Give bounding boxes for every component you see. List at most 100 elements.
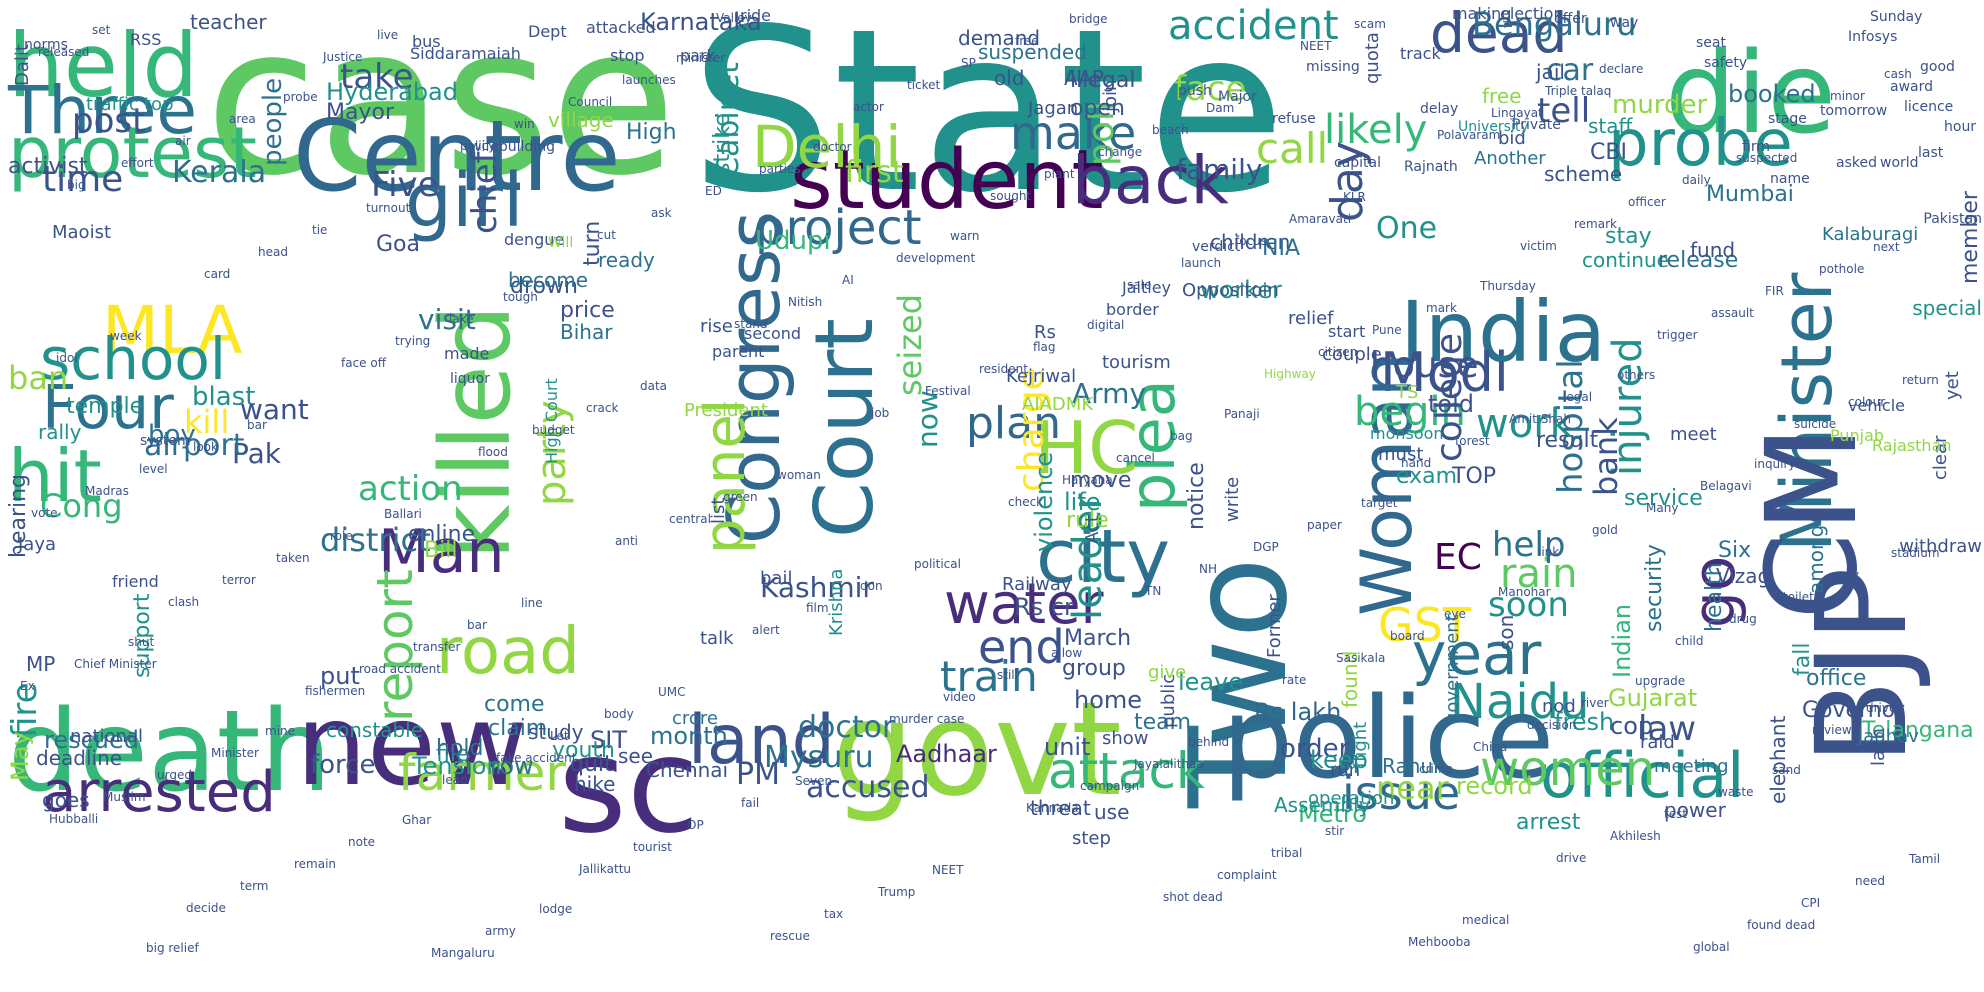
cloud-word-doctor: doctor <box>798 710 895 745</box>
cloud-word-rahul: Rahul <box>1382 754 1439 778</box>
cloud-word-attacked: attacked <box>586 18 656 37</box>
cloud-word-alert: alert <box>752 623 780 637</box>
cloud-word-shut: shut <box>128 635 155 649</box>
cloud-word-urged: urged <box>157 768 192 782</box>
cloud-word-akhilesh: Akhilesh <box>1610 829 1661 843</box>
cloud-word-withdraw: withdraw <box>1899 536 1982 557</box>
cloud-word-cop: cop <box>1610 712 1654 740</box>
cloud-word-festival: Festival <box>925 384 971 398</box>
cloud-word-activist: activist <box>8 154 88 179</box>
cloud-word-shot-dead: shot dead <box>1163 890 1223 904</box>
cloud-word-bridge: bridge <box>1069 12 1108 26</box>
cloud-word-launch: launch <box>1181 256 1222 270</box>
cloud-word-parent: parent <box>712 342 765 361</box>
cloud-word-paper: paper <box>1307 518 1342 532</box>
cloud-word-minor: minor <box>1830 89 1865 103</box>
cloud-word-mine: mine <box>265 724 296 738</box>
cloud-word-probe: probe <box>1608 107 1793 181</box>
cloud-word-mangaluru: Mangaluru <box>431 946 495 960</box>
cloud-word-lake: lake <box>449 312 474 326</box>
cloud-word-continue: continue <box>1582 248 1669 272</box>
cloud-word-rs-lakh: Rs lakh <box>1254 698 1342 726</box>
cloud-word-seized: seized <box>891 293 929 396</box>
cloud-word-nitish: Nitish <box>788 295 823 309</box>
cloud-word-daily: daily <box>1682 173 1711 187</box>
cloud-word-child: child <box>1675 634 1704 648</box>
cloud-word-suspended: suspended <box>978 40 1087 64</box>
cloud-word-drive: drive <box>1556 851 1587 865</box>
cloud-word-come: come <box>484 692 545 717</box>
cloud-word-fresh: fresh <box>1554 708 1615 736</box>
cloud-word-six: Six <box>1718 538 1752 563</box>
cloud-word-sunday: Sunday <box>1870 9 1923 25</box>
cloud-word-raid: raid <box>1640 732 1675 753</box>
cloud-word-minister: Minister <box>1766 272 1848 552</box>
cloud-word-university: University <box>1458 119 1529 135</box>
cloud-word-youth: youth <box>552 738 615 763</box>
cloud-word-naidu: Naidu <box>1450 674 1590 730</box>
cloud-word-turnout: turnout <box>366 201 411 215</box>
cloud-word-rise: rise <box>700 316 733 337</box>
cloud-word-term: term <box>240 879 269 893</box>
cloud-word-metro: Metro <box>1298 800 1367 828</box>
cloud-word-safety: safety <box>1704 55 1748 71</box>
cloud-word-vehicle: vehicle <box>1848 396 1905 415</box>
cloud-word-former: Former <box>1264 594 1285 658</box>
cloud-word-tie: tie <box>312 223 328 237</box>
cloud-word-blast: blast <box>192 382 256 412</box>
cloud-word-jaya: Jaya <box>18 534 57 555</box>
cloud-word-bag: bag <box>1170 429 1193 443</box>
cloud-word-state: State <box>690 0 1286 243</box>
cloud-word-result: result <box>1536 428 1599 453</box>
cloud-word-flag: flag <box>1033 340 1056 354</box>
cloud-word-woman: woman <box>777 468 821 482</box>
cloud-word-rally: rally <box>38 420 82 444</box>
cloud-word-lakh: lakh <box>1868 728 1889 766</box>
cloud-word-tamil: Tamil <box>1909 852 1941 866</box>
cloud-word-jail: jail <box>1536 60 1565 84</box>
cloud-word-decide: decide <box>186 901 226 915</box>
cloud-word-assembly: Assembly <box>1274 793 1371 817</box>
cloud-word-women: women <box>1480 741 1656 797</box>
cloud-word-free: free <box>1482 84 1522 108</box>
cloud-word-die: die <box>1665 29 1837 159</box>
cloud-word-need: need <box>1855 874 1885 888</box>
cloud-word-inquiry: inquiry <box>1754 457 1796 471</box>
cloud-word-taken: taken <box>276 551 310 565</box>
cloud-word-launches: launches <box>622 73 676 87</box>
cloud-word-pay: pay <box>1837 568 1860 582</box>
cloud-word-jadhav: Jadhav <box>1858 726 1919 747</box>
cloud-word-chennai: Chennai <box>646 758 729 782</box>
cloud-word-fishermen: fishermen <box>305 684 366 698</box>
cloud-word-eye: eye <box>1444 607 1466 621</box>
cloud-word-stir: stir <box>1325 824 1345 838</box>
cloud-word-release: release <box>1658 248 1739 273</box>
cloud-word-keep: keep <box>1310 746 1368 774</box>
cloud-word-visit: visit <box>418 303 476 336</box>
cloud-word-waste: waste <box>1718 785 1754 799</box>
cloud-word-capital: capital <box>1334 155 1382 171</box>
cloud-word-woman: Woman <box>1346 352 1428 616</box>
cloud-word-post: post <box>72 101 146 141</box>
cloud-word-fake-accident: fake accident <box>496 751 577 765</box>
cloud-word-green: green <box>723 490 758 504</box>
cloud-word-terror: terror <box>222 573 256 587</box>
cloud-word-move: move <box>1070 468 1132 493</box>
cloud-word-jaitley: Jaitley <box>1122 278 1171 297</box>
cloud-word-missing: missing <box>1306 59 1360 75</box>
cloud-word-another: Another <box>1474 148 1546 169</box>
cloud-word-mp: MP <box>26 652 56 676</box>
cloud-word-elephant: elephant <box>1766 715 1790 804</box>
cloud-word-last: last <box>1918 145 1944 161</box>
cloud-word-trigger: trigger <box>1657 328 1698 342</box>
cloud-word-sought: sought <box>990 189 1032 203</box>
cloud-word-four: Four <box>42 373 174 443</box>
cloud-word-project: project <box>755 200 922 256</box>
cloud-word-now: now <box>911 390 944 448</box>
cloud-word-vizag: Vizag <box>1716 564 1771 588</box>
cloud-word-issue: issue <box>1342 766 1461 820</box>
cloud-word-threat: threat <box>1030 796 1091 820</box>
cloud-word-gold: gold <box>1592 523 1618 537</box>
cloud-word-drug: drug <box>1729 612 1757 626</box>
cloud-word-licence: licence <box>1904 99 1954 115</box>
